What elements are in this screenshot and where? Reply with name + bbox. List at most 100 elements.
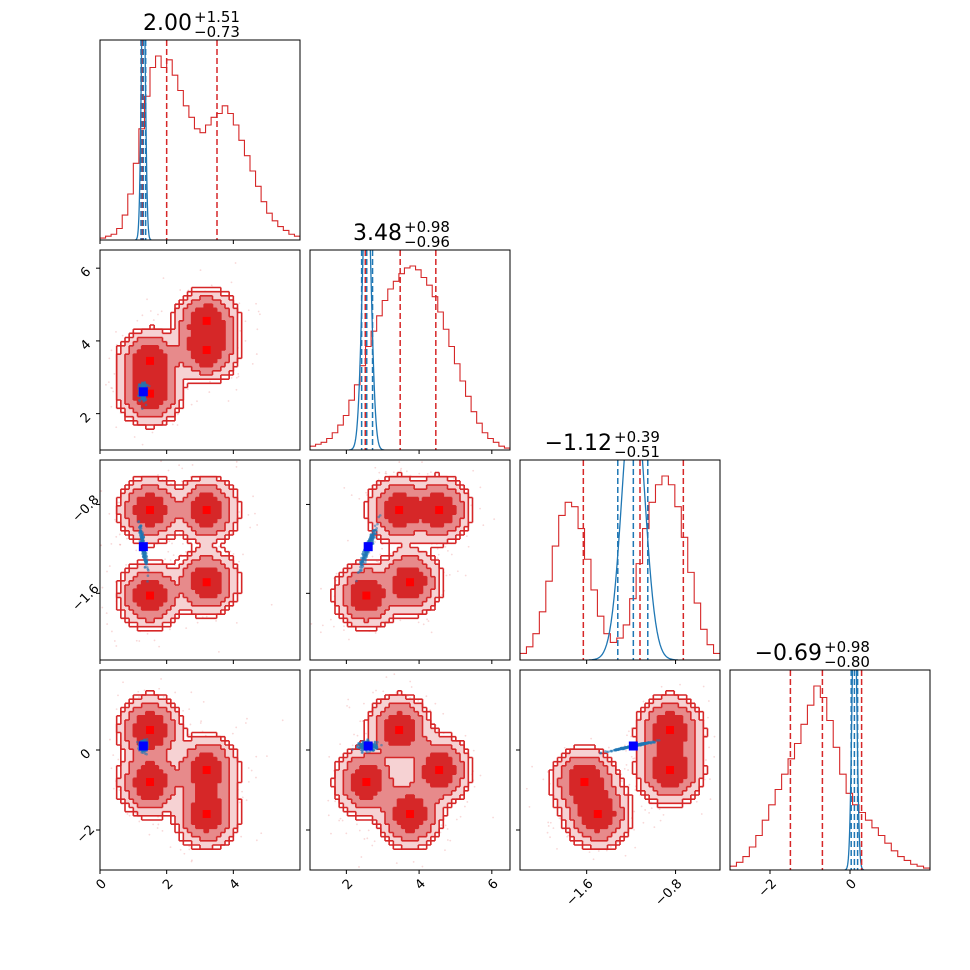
param-title-plus-1: +0.98 [404,218,450,236]
sample-point [549,821,552,824]
sample-point [258,313,261,316]
sample-point [399,619,402,622]
sample-point [366,494,368,496]
sample-point [351,744,354,747]
mode-marker [593,810,602,818]
sample-point [633,810,636,813]
sample-point [567,834,570,837]
sample-point [660,685,663,688]
sample-point [633,828,635,831]
sample-point [255,353,258,355]
sample-point [327,799,330,802]
x-tick-label: 0 [93,876,109,892]
blue-sample-point [140,539,144,542]
sample-point [546,831,549,834]
red-histogram [310,265,510,450]
truth-marker [363,542,373,552]
param-title-2: −1.12 [545,431,612,456]
sample-point [346,704,348,707]
sample-point [128,814,131,817]
sample-point [563,746,566,749]
sample-point [450,553,453,556]
sample-point [171,542,173,545]
mode-marker [362,778,371,786]
sample-point [110,630,113,633]
blue-sample-point [351,748,354,751]
sample-point [624,854,627,857]
sample-point [115,708,118,711]
panel-content-0-0 [100,40,300,240]
panel-content-1-0 [91,262,261,446]
blue-sample-point [642,742,645,745]
blue-sample-point [378,514,382,517]
sample-point [707,716,709,719]
panel-3-0: 0 2 4 −2 0 [74,669,301,893]
sample-point [405,470,408,473]
sample-point [121,334,124,337]
sample-point [456,570,459,573]
sample-point [117,501,120,504]
sample-point [179,848,182,851]
blue-sample-point [616,747,620,751]
sample-point [151,431,154,434]
sample-point [160,460,162,463]
red-histogram [100,55,300,240]
sample-point [625,763,628,766]
sample-point [371,555,374,558]
sample-point [642,821,645,824]
sample-point [455,818,458,821]
sample-point [334,800,337,803]
sample-point [441,594,443,596]
sample-point [169,628,171,631]
blue-sample-point [146,566,149,569]
sample-point [328,755,331,758]
sample-point [464,574,467,577]
blue-sample-point [147,569,150,572]
blue-sample-point [145,752,148,756]
sample-point [465,535,468,538]
sample-point [632,757,635,760]
sample-point [547,825,550,827]
sample-point [158,645,161,648]
param-title-minus-1: −0.96 [404,233,450,251]
sample-point [446,549,449,552]
blue-sample-point [356,571,360,574]
sample-point [446,828,449,830]
sample-point [417,621,420,624]
sample-point [339,817,342,820]
sample-point [247,780,250,783]
sample-point [398,461,401,463]
sample-point [260,832,263,835]
blue-histogram [588,460,678,660]
sample-point [459,815,462,818]
sample-point [230,377,233,379]
sample-point [367,829,370,832]
sample-point [199,269,202,272]
sample-point [115,331,117,333]
sample-point [91,343,93,345]
sample-point [373,840,376,843]
blue-sample-point [143,553,146,556]
sample-point [426,472,429,475]
y-tick-label: −0.8 [70,493,103,526]
sample-point [100,490,103,492]
sample-point [110,387,113,389]
sample-point [382,690,385,693]
red-contour-3 [350,710,457,834]
blue-sample-point [373,741,377,744]
blue-sample-point [359,743,362,747]
sample-point [542,778,545,781]
sample-point [138,820,141,823]
sample-point [708,746,710,749]
blue-sample-point [618,747,622,751]
sample-point [235,376,238,379]
sample-point [425,695,428,698]
sample-point [377,478,380,481]
blue-sample-point [359,748,363,752]
sample-point [430,631,433,634]
red-contour-1 [115,475,239,628]
panel-3-2: −1.6 −0.8 [516,669,721,909]
blue-sample-point [376,740,379,744]
blue-sample-point [653,740,656,744]
sample-point [446,839,449,841]
